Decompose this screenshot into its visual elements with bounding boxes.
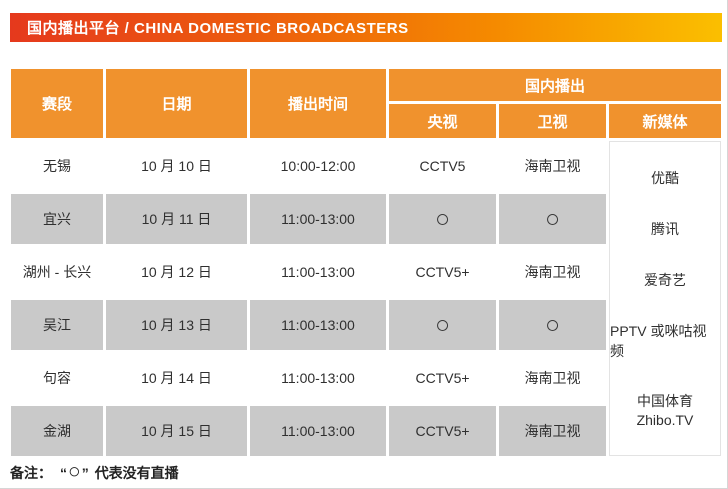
footnote-meaning: 代表没有直播 bbox=[94, 464, 179, 481]
footnote-close-quote: ” bbox=[81, 464, 89, 481]
no-broadcast-circle: ○ bbox=[68, 460, 81, 483]
footnote-label: 备注： bbox=[10, 464, 52, 481]
no-broadcast-circle: ○ bbox=[389, 194, 496, 244]
no-broadcast-circle: ○ bbox=[499, 300, 606, 350]
table-row-cell-time: 11:00-13:00 bbox=[250, 194, 386, 244]
table-row-cell-stage: 无锡 bbox=[11, 141, 103, 191]
table-row-cell-satellite: 海南卫视 bbox=[499, 406, 606, 456]
banner-title: 国内播出平台 / CHINA DOMESTIC BROADCASTERS bbox=[27, 20, 409, 37]
table-row-cell-date: 10 月 14 日 bbox=[106, 353, 247, 403]
table-row-cell-stage: 句容 bbox=[11, 353, 103, 403]
table-row-cell-stage: 湖州 - 长兴 bbox=[11, 247, 103, 297]
table-row-cell-stage: 金湖 bbox=[11, 406, 103, 456]
new-media-item: 优酷 bbox=[651, 170, 679, 187]
table-row-cell-satellite: 海南卫视 bbox=[499, 141, 606, 191]
table-row-cell-time: 11:00-13:00 bbox=[250, 247, 386, 297]
table-row-cell-time: 11:00-13:00 bbox=[250, 300, 386, 350]
table-row-cell-time: 11:00-13:00 bbox=[250, 406, 386, 456]
no-broadcast-circle: ○ bbox=[389, 300, 496, 350]
header-cctv: 央视 bbox=[389, 104, 496, 138]
new-media-item-group: 中国体育 Zhibo.TV bbox=[637, 392, 694, 428]
no-broadcast-circle: ○ bbox=[499, 194, 606, 244]
footnote: 备注： “ ○ ” 代表没有直播 bbox=[10, 460, 179, 483]
table-row-cell-satellite: 海南卫视 bbox=[499, 247, 606, 297]
table-row-cell-satellite: 海南卫视 bbox=[499, 353, 606, 403]
footnote-open-quote: “ bbox=[60, 464, 67, 481]
section-banner: 国内播出平台 / CHINA DOMESTIC BROADCASTERS bbox=[10, 13, 722, 42]
table-row-cell-date: 10 月 13 日 bbox=[106, 300, 247, 350]
table-row-cell-cctv: CCTV5+ bbox=[389, 247, 496, 297]
broadcast-schedule-table: 赛段 日期 播出时间 国内播出 央视 卫视 新媒体 优酷 腾讯 爱奇艺 PPTV… bbox=[11, 69, 721, 456]
table-row-cell-time: 11:00-13:00 bbox=[250, 353, 386, 403]
table-row-cell-date: 10 月 10 日 bbox=[106, 141, 247, 191]
table-row-cell-date: 10 月 11 日 bbox=[106, 194, 247, 244]
table-row-cell-time: 10:00-12:00 bbox=[250, 141, 386, 191]
table-row-cell-date: 10 月 15 日 bbox=[106, 406, 247, 456]
table-row-cell-stage: 吴江 bbox=[11, 300, 103, 350]
new-media-item: 爱奇艺 bbox=[644, 272, 686, 289]
table-row-cell-cctv: CCTV5+ bbox=[389, 353, 496, 403]
new-media-item: 腾讯 bbox=[651, 221, 679, 238]
table-row-cell-stage: 宜兴 bbox=[11, 194, 103, 244]
new-media-item: 中国体育 bbox=[637, 393, 693, 410]
header-domestic-group: 国内播出 bbox=[389, 69, 721, 101]
header-time: 播出时间 bbox=[250, 69, 386, 138]
header-date: 日期 bbox=[106, 69, 247, 138]
header-satellite: 卫视 bbox=[499, 104, 606, 138]
new-media-cell: 优酷 腾讯 爱奇艺 PPTV 或咪咕视频 中国体育 Zhibo.TV bbox=[609, 141, 721, 456]
header-new-media: 新媒体 bbox=[609, 104, 721, 138]
header-stage: 赛段 bbox=[11, 69, 103, 138]
new-media-item: Zhibo.TV bbox=[636, 411, 694, 428]
table-row-cell-cctv: CCTV5+ bbox=[389, 406, 496, 456]
table-row-cell-cctv: CCTV5 bbox=[389, 141, 496, 191]
table-row-cell-date: 10 月 12 日 bbox=[106, 247, 247, 297]
new-media-item: PPTV 或咪咕视频 bbox=[610, 323, 707, 360]
